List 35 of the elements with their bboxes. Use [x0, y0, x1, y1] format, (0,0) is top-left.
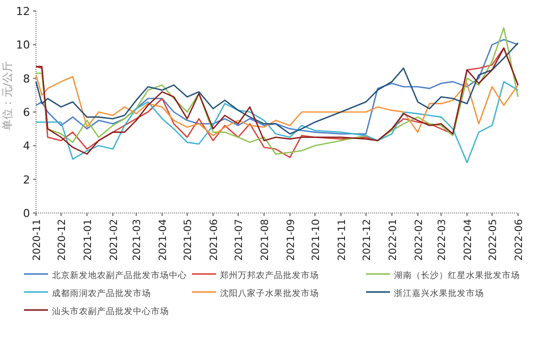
x-tick-label: 2022-02	[414, 219, 425, 261]
legend-label: 湖南（长沙）红星水果批发市场	[394, 270, 520, 281]
x-tick-label: 2021-04	[158, 219, 170, 261]
x-tick-label: 2021-10	[311, 219, 322, 261]
legend-label: 浙江嘉兴水果批发市场	[394, 288, 484, 299]
y-tick-label: 12	[16, 5, 30, 18]
y-tick-label: 6	[23, 106, 30, 119]
y-tick-label: 0	[23, 207, 30, 220]
x-tick-label: 2021-07	[234, 219, 246, 261]
x-tick-label: 2022-05	[488, 219, 500, 261]
x-tick-label: 2022-06	[514, 219, 525, 261]
y-tick-label: 10	[16, 38, 30, 52]
legend-label: 沈阳八家子水果批发市场	[220, 288, 319, 299]
x-tick-label: 2020-11	[32, 219, 43, 261]
legend-label: 郑州万邦农产品批发市场	[220, 270, 319, 281]
x-tick-label: 2021-12	[362, 219, 373, 261]
x-tick-label: 2021-01	[82, 219, 94, 261]
x-tick-label: 2021-08	[260, 219, 272, 261]
x-tick-label: 2020-12	[57, 219, 68, 261]
y-tick-label: 4	[23, 140, 30, 153]
x-tick-label: 2022-01	[388, 219, 399, 261]
y-axis-title: 单位：元/公斤	[1, 60, 14, 131]
x-tick-label: 2022-03	[437, 219, 448, 261]
x-tick-label: 2021-11	[336, 219, 348, 261]
legend-label: 北京新发地农副产品批发市场中心	[52, 270, 187, 281]
x-tick-label: 2021-03	[132, 219, 144, 261]
y-tick-label: 2	[23, 173, 30, 186]
x-tick-label: 2021-09	[286, 219, 297, 261]
legend-label: 成都雨润农产品批发市场	[52, 288, 151, 299]
legend-label: 汕头市农副产品批发中心市场	[52, 306, 169, 317]
x-tick-label: 2021-06	[209, 219, 220, 261]
x-tick-label: 2021-02	[108, 219, 120, 261]
x-tick-label: 2022-04	[463, 219, 474, 261]
x-tick-label: 2021-05	[183, 219, 194, 261]
y-tick-label: 8	[23, 72, 30, 86]
